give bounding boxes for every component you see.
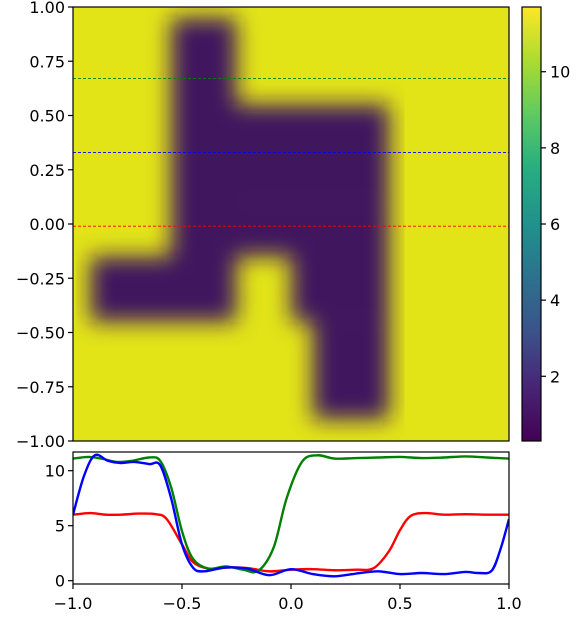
colorbar-tick-label: 6 (550, 215, 560, 234)
line-y-axis: 10 5 0 (45, 462, 73, 591)
line-xtick-label: 1.0 (496, 594, 521, 613)
line-ytick-label: 10 (45, 462, 65, 481)
heatmap-low-region-4 (291, 256, 390, 322)
colorbar: 10 8 6 4 2 (521, 6, 570, 442)
colorbar-tick-label: 2 (550, 367, 560, 386)
heatmap-low-region-3 (90, 256, 237, 322)
colorbar-tick-label: 10 (550, 63, 570, 82)
colorbar-gradient (522, 7, 541, 441)
line-ytick-label: 5 (55, 517, 65, 536)
heatmap-ytick-label: 0.25 (29, 161, 65, 180)
heatmap-ytick-label: 1.00 (29, 0, 65, 17)
line-xtick-label: −1.0 (54, 594, 93, 613)
heatmap-ytick-label: 0.00 (29, 215, 65, 234)
line-xtick-label: −0.5 (163, 594, 202, 613)
line-xtick-label: 0.5 (387, 594, 412, 613)
heatmap-ytick-label: −0.50 (16, 324, 65, 343)
line-series-group (73, 453, 509, 578)
heatmap-low-regions (90, 17, 390, 420)
heatmap-low-region-2 (236, 202, 390, 257)
heatmap-reference-lines (73, 78, 509, 227)
heatmap-low-region-5 (312, 321, 390, 420)
colorbar-ticks: 10 8 6 4 2 (541, 63, 570, 386)
heatmap-panel: 1.00 0.75 0.50 0.25 0.00 −0.25 −0.50 −0.75 −1.00 (16, 0, 510, 451)
heatmap-ytick-label: 0.75 (29, 52, 65, 71)
heatmap-y-axis: 1.00 0.75 0.50 0.25 0.00 −0.25 −0.50 −0.75 −1.00 (16, 0, 73, 451)
heatmap-ytick-label: −0.75 (16, 378, 65, 397)
heatmap-cells (90, 17, 390, 420)
heatmap-low-region-1 (236, 104, 390, 203)
heatmap-ytick-label: −1.00 (16, 432, 65, 451)
line-ytick-label: 0 (55, 572, 65, 591)
heatmap-ytick-label: −0.25 (16, 269, 65, 288)
heatmap-low-region-0 (171, 17, 237, 257)
heatmap-ytick-label: 0.50 (29, 107, 65, 126)
colorbar-tick-label: 4 (550, 291, 560, 310)
line-frame (72, 451, 510, 585)
line-panel: −1.0 −0.5 0.0 0.5 1.0 10 5 0 (45, 451, 522, 613)
colorbar-tick-label: 8 (550, 139, 560, 158)
line-series-1 (73, 454, 509, 574)
line-series-0 (73, 511, 509, 573)
line-xtick-label: 0.0 (278, 594, 303, 613)
line-series-2 (73, 453, 509, 578)
line-x-axis: −1.0 −0.5 0.0 0.5 1.0 (54, 584, 522, 613)
